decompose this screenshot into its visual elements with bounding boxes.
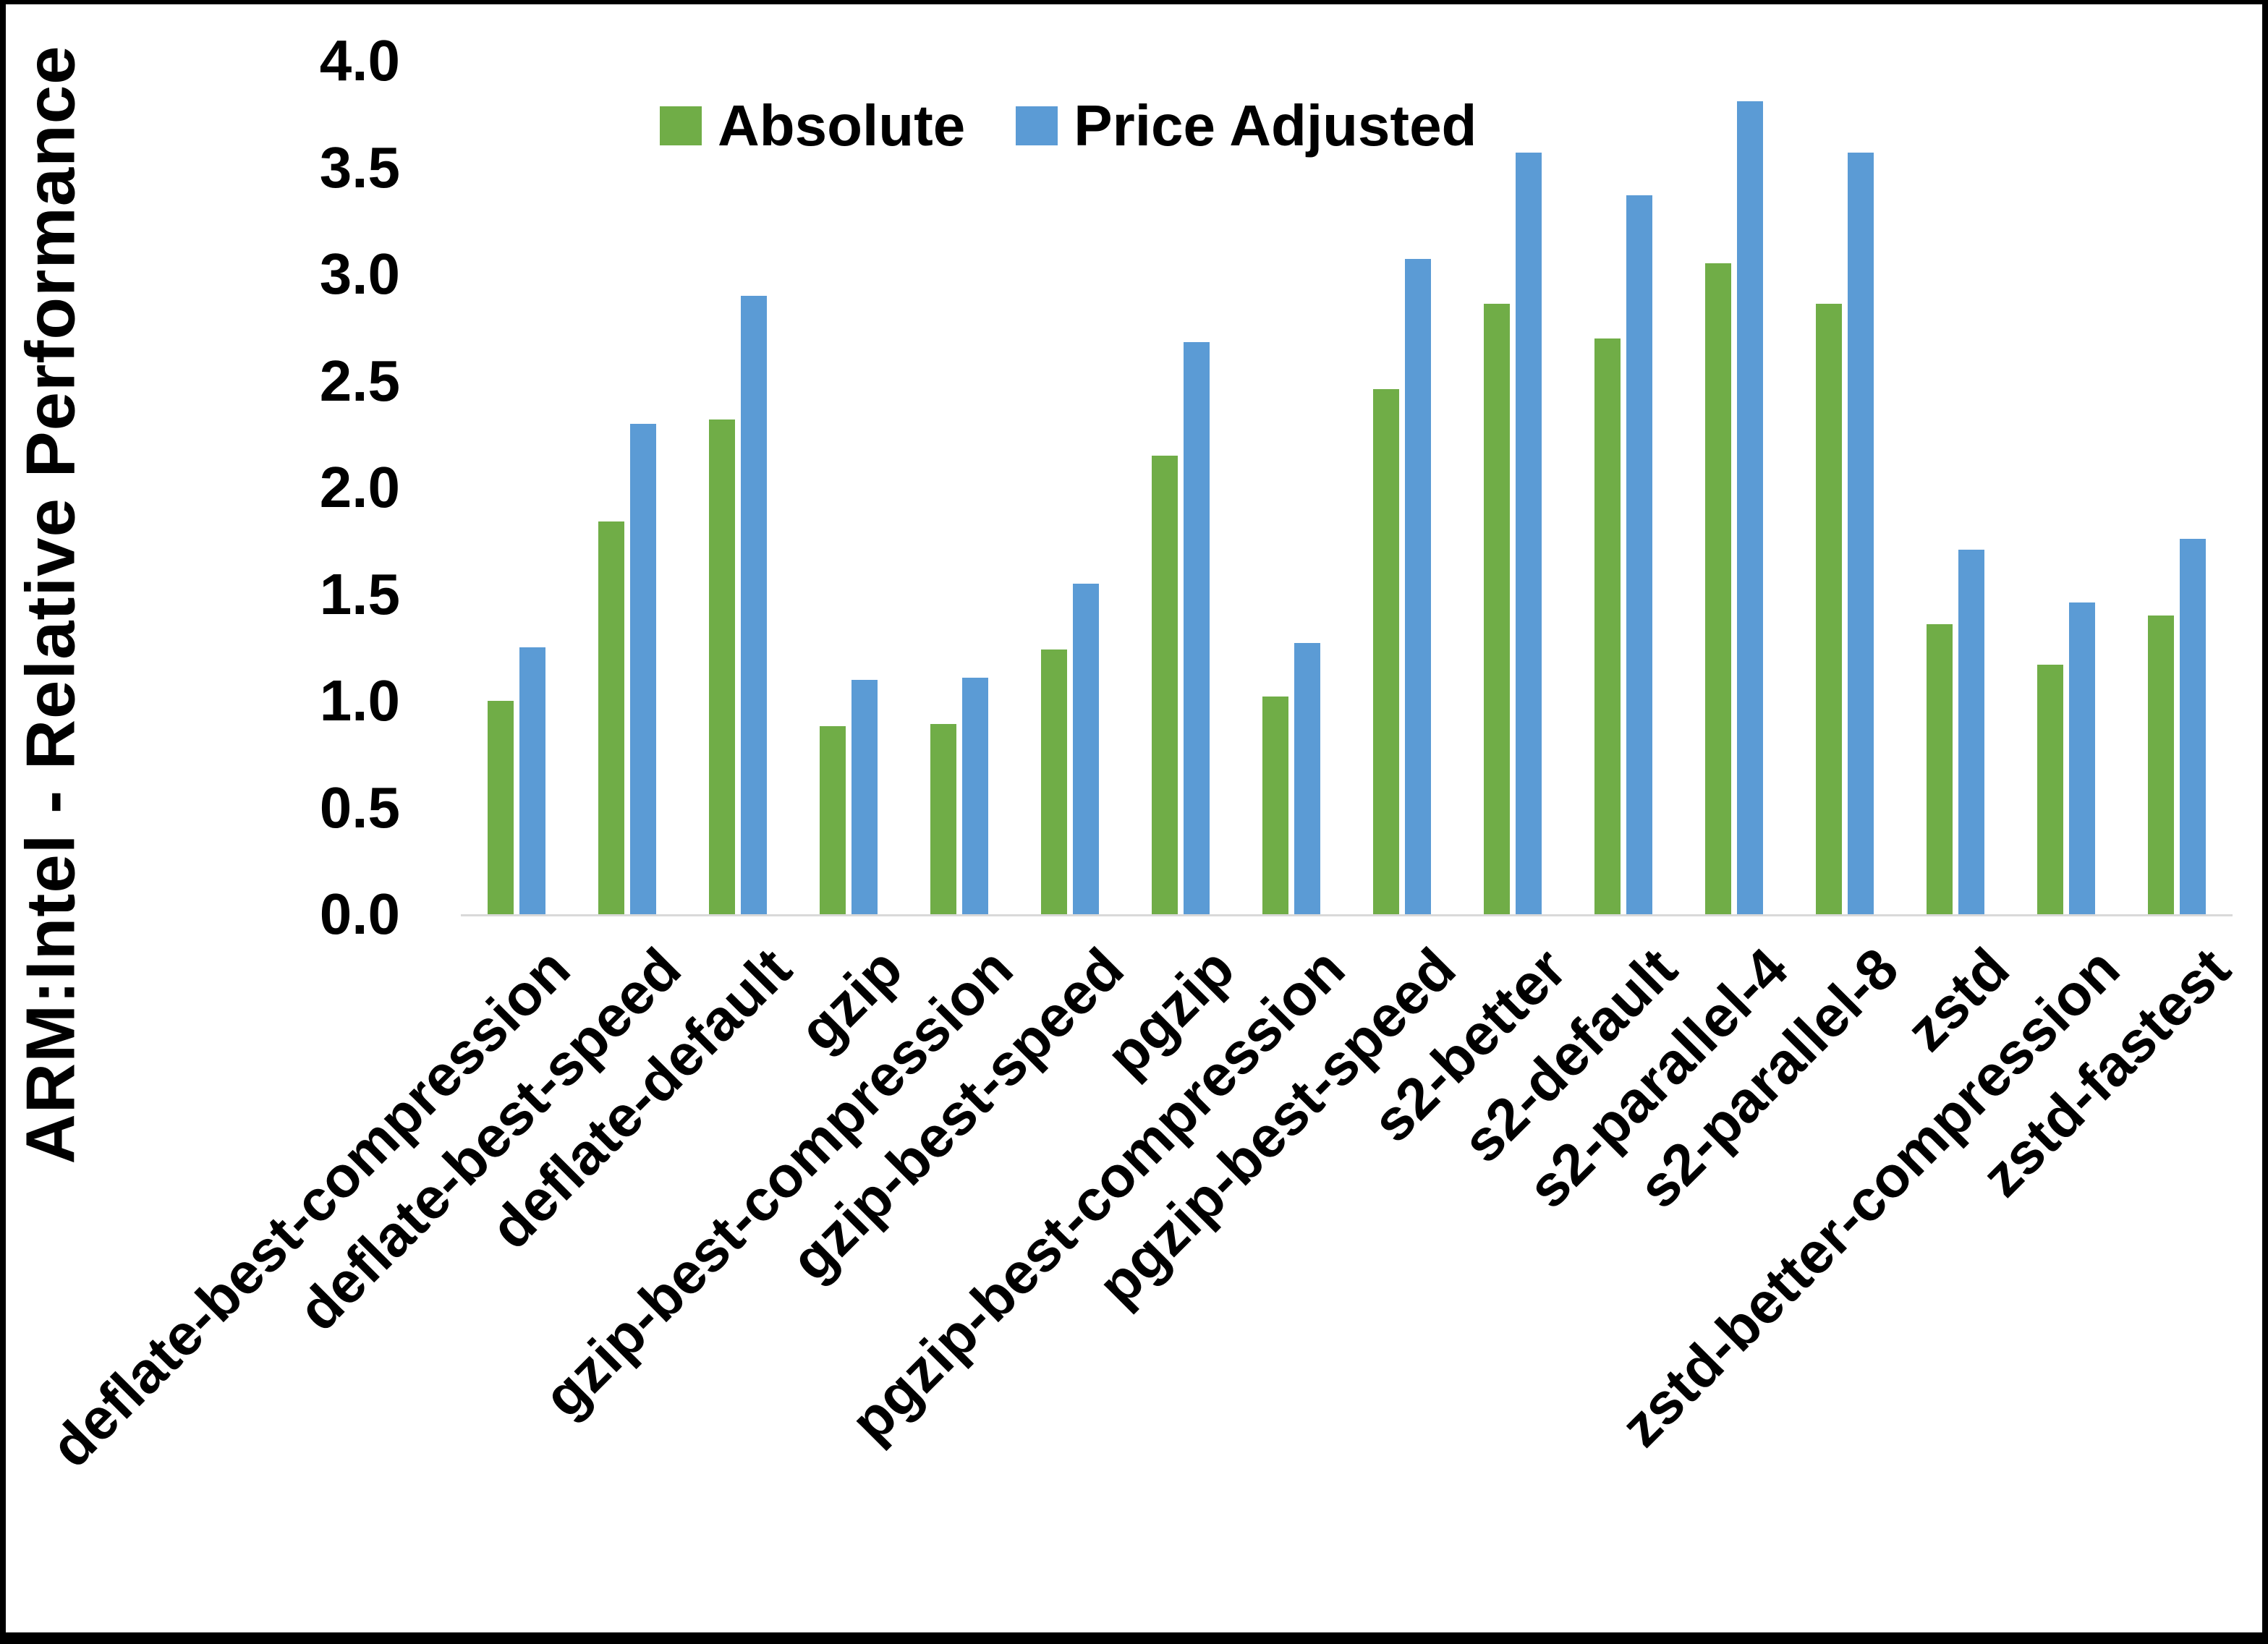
y-tick-label: 4.0: [319, 28, 400, 93]
bar-absolute: [1151, 455, 1178, 914]
bar-group: [2010, 61, 2121, 914]
bar-absolute: [930, 724, 956, 914]
legend-item-absolute: Absolute: [660, 90, 965, 162]
y-tick-label: 3.0: [319, 242, 400, 306]
bar-absolute: [1594, 338, 1621, 914]
y-tick-label: 3.5: [319, 135, 400, 200]
y-tick-label: 2.5: [319, 348, 400, 413]
bar-absolute: [1926, 623, 1953, 914]
bar-absolute: [1262, 697, 1288, 914]
bar-price-adjusted: [519, 647, 545, 914]
legend: Absolute Price Adjusted: [660, 90, 1477, 162]
x-axis-labels: deflate-best-compression deflate-best-spe…: [38, 936, 2242, 1588]
bar-group: [461, 61, 572, 914]
bar-price-adjusted: [740, 295, 767, 914]
plot-area: [461, 61, 2233, 916]
bar-absolute: [1372, 389, 1399, 914]
y-tick-label: 1.0: [319, 668, 400, 733]
legend-swatch-absolute-icon: [660, 106, 702, 145]
bar-group: [1789, 61, 1900, 914]
bar-group: [1236, 61, 1346, 914]
legend-label-price-adjusted: Price Adjusted: [1074, 93, 1477, 158]
y-axis-tick-labels: 0.0 0.5 1.0 1.5 2.0 2.5 3.0 3.5 4.0: [6, 32, 400, 943]
bottom-border-bar: [6, 1632, 2262, 1644]
bar-price-adjusted: [1958, 549, 1984, 914]
bar-price-adjusted: [1183, 342, 1210, 914]
bar-price-adjusted: [1847, 152, 1874, 914]
y-tick-label: 1.5: [319, 561, 400, 626]
bar-absolute: [1815, 304, 1842, 914]
bar-group: [1014, 61, 1125, 914]
bar-price-adjusted: [629, 423, 656, 914]
legend-label-absolute: Absolute: [718, 93, 966, 158]
x-axis-line: [461, 914, 2233, 916]
bar-absolute: [819, 726, 846, 914]
bar-absolute: [2147, 616, 2174, 914]
bar-price-adjusted: [1294, 643, 1320, 914]
bar-absolute: [1704, 263, 1731, 914]
bar-group: [1457, 61, 1568, 914]
bar-group: [1125, 61, 1236, 914]
bar-group: [904, 61, 1014, 914]
bar-absolute: [1040, 649, 1067, 914]
y-tick-label: 0.0: [319, 882, 400, 946]
bar-price-adjusted: [1626, 195, 1652, 914]
bar-price-adjusted: [851, 679, 878, 914]
bar-price-adjusted: [961, 677, 988, 914]
bar-group: [682, 61, 793, 914]
legend-item-price-adjusted: Price Adjusted: [1016, 90, 1477, 162]
bar-group: [1568, 61, 1678, 914]
bar-group: [2121, 61, 2232, 914]
y-tick-label: 0.5: [319, 775, 400, 840]
bar-price-adjusted: [2179, 538, 2206, 914]
bar-absolute: [487, 701, 514, 914]
bar-price-adjusted: [1072, 583, 1099, 914]
bar-absolute: [2036, 664, 2063, 914]
bar-absolute: [1483, 304, 1510, 914]
bar-absolute: [708, 419, 735, 914]
bar-absolute: [598, 521, 624, 914]
bar-price-adjusted: [1736, 101, 1763, 914]
legend-swatch-price-adjusted-icon: [1016, 106, 1058, 145]
bar-group: [572, 61, 682, 914]
bar-group: [1900, 61, 2010, 914]
bar-group: [793, 61, 904, 914]
bar-price-adjusted: [1404, 259, 1431, 914]
bar-price-adjusted: [1515, 152, 1542, 914]
y-tick-label: 2.0: [319, 455, 400, 519]
bar-group: [1346, 61, 1457, 914]
bar-price-adjusted: [2068, 602, 2095, 914]
bar-group: [1678, 61, 1789, 914]
